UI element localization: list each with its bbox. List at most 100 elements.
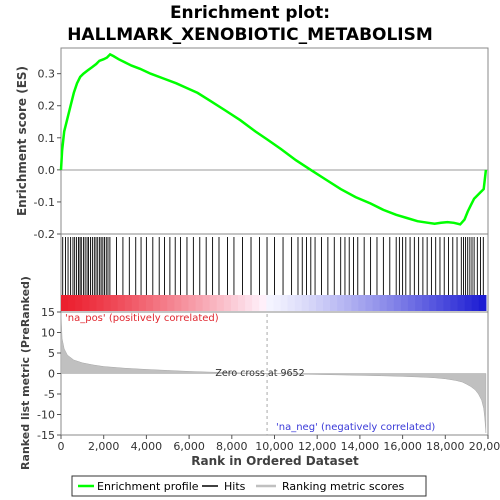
es-y-tick-label: -0.2 [34, 228, 55, 241]
enrichment-profile-line [59, 52, 488, 226]
rank-bar-segment [280, 295, 289, 311]
rank-bar-segment [301, 295, 310, 311]
rank-bar-segment [153, 295, 161, 311]
es-y-tick-label: 0.1 [38, 132, 56, 145]
x-tick-label: 8,000 [216, 440, 248, 453]
rank-bar-segment [450, 295, 459, 311]
x-tick-label: 18,000 [426, 440, 465, 453]
rank-bar-segment [117, 295, 126, 311]
rank-bar-segment [238, 295, 246, 311]
x-tick-label: 20,000 [469, 440, 500, 453]
legend-box [71, 475, 427, 497]
x-axis-ticks: 0 2,000 4,000 6,000 8,000 10,000 12,000 14,000 1… [58, 435, 500, 453]
rank-bar-segment [372, 295, 381, 311]
rank-bar-segment [400, 295, 409, 311]
rank-bar-segment [478, 295, 487, 311]
legend-hits-label: Hits [224, 480, 246, 493]
rank-bar-segment [145, 295, 154, 311]
x-tick-label: 0 [58, 440, 65, 453]
rank-bar-segment [174, 295, 182, 311]
rank-bar-segment [330, 295, 338, 311]
rank-bar-segment [181, 295, 190, 311]
rank-bar-segment [131, 295, 140, 311]
rank-bar-segment [230, 295, 239, 311]
rank-bar-segment [436, 295, 444, 311]
rank-bar-segment [110, 295, 119, 311]
rank-bar-segment [443, 295, 452, 311]
rank-bar-segment [96, 295, 105, 311]
rank-bar-segment [202, 295, 211, 311]
metric-y-tick-label: -5 [44, 388, 55, 401]
es-y-tick-label: 0.2 [38, 100, 56, 113]
es-y-ticks: -0.2 -0.1 0.0 0.1 0.2 0.3 [34, 68, 61, 241]
rank-bar-segment [407, 295, 416, 311]
rank-bar-segment [422, 295, 430, 311]
ranking-metric-area [60, 311, 487, 433]
es-plot-frame [60, 47, 489, 235]
rank-bar-segment [287, 295, 296, 311]
es-y-tick-label: -0.1 [34, 196, 55, 209]
rank-bar-segment [464, 295, 473, 311]
rank-bar-segment [471, 295, 480, 311]
rank-bar-segment [124, 295, 133, 311]
rank-bar-segment [358, 295, 367, 311]
x-tick-label: 6,000 [173, 440, 205, 453]
rank-bar-segment [457, 295, 466, 311]
x-tick-label: 4,000 [131, 440, 163, 453]
rank-bar-segment [82, 295, 90, 311]
metric-y-tick-label: -15 [37, 429, 55, 442]
legend: Enrichment profile Hits Ranking metric s… [71, 475, 427, 497]
rank-bar-segment [379, 295, 388, 311]
rank-bar-segment [351, 295, 360, 311]
rank-bar-segment [273, 295, 282, 311]
rank-bar-segment [365, 295, 374, 311]
metric-y-ticks: -15 -10 -5 0 5 10 15 [37, 306, 61, 442]
rank-bar-segment [223, 295, 232, 311]
rank-bar-segment [315, 295, 324, 311]
rank-bar-segment [252, 295, 260, 311]
rank-bar-segment [393, 295, 402, 311]
es-y-axis-label: Enrichment score (ES) [15, 66, 29, 216]
x-tick-label: 2,000 [88, 440, 120, 453]
x-tick-label: 12,000 [298, 440, 337, 453]
metric-y-tick-label: 10 [41, 327, 55, 340]
metric-y-tick-label: 0 [48, 368, 55, 381]
rank-bar-segment [245, 295, 253, 311]
rank-bar-segment [160, 295, 168, 311]
rank-bar-segment [103, 295, 112, 311]
x-tick-label: 14,000 [341, 440, 380, 453]
chart-title-line1: Enrichment plot: [170, 3, 330, 23]
rank-bar-segment [308, 295, 317, 311]
pos-correlated-label: 'na_pos' (positively correlated) [65, 313, 219, 324]
rank-bar-segment [429, 295, 437, 311]
chart-title-line2: HALLMARK_XENOBIOTIC_METABOLISM [67, 25, 433, 45]
x-tick-label: 10,000 [255, 440, 294, 453]
es-y-tick-label: 0.0 [38, 164, 56, 177]
metric-y-tick-label: 5 [48, 347, 55, 360]
legend-enrichment-label: Enrichment profile [97, 480, 199, 493]
rank-bar-segment [209, 295, 218, 311]
rank-bar-segment [188, 295, 197, 311]
rank-bar-segment [89, 295, 98, 311]
rank-color-bar [61, 295, 487, 311]
metric-y-axis-label: Ranked list metric (PreRanked) [19, 276, 32, 470]
rank-bar-segment [195, 295, 204, 311]
metric-y-tick-label: -10 [37, 409, 55, 422]
rank-bar-segment [323, 295, 331, 311]
rank-bar-segment [415, 295, 423, 311]
rank-bar-segment [68, 295, 76, 311]
rank-bar-segment [259, 295, 267, 311]
hit-lines [62, 237, 484, 295]
neg-correlated-label: 'na_neg' (negatively correlated) [276, 422, 435, 433]
x-axis-label: Rank in Ordered Dataset [191, 454, 359, 468]
rank-bar-segment [266, 295, 275, 311]
rank-bar-segment [61, 295, 69, 311]
rank-bar-segment [216, 295, 225, 311]
zero-cross-label: Zero cross at 9652 [215, 368, 304, 379]
rank-bar-segment [294, 295, 303, 311]
rank-bar-segment [167, 295, 175, 311]
rank-bar-segment [344, 295, 352, 311]
rank-bar-segment [138, 295, 147, 311]
metric-y-tick-label: 15 [41, 306, 55, 319]
